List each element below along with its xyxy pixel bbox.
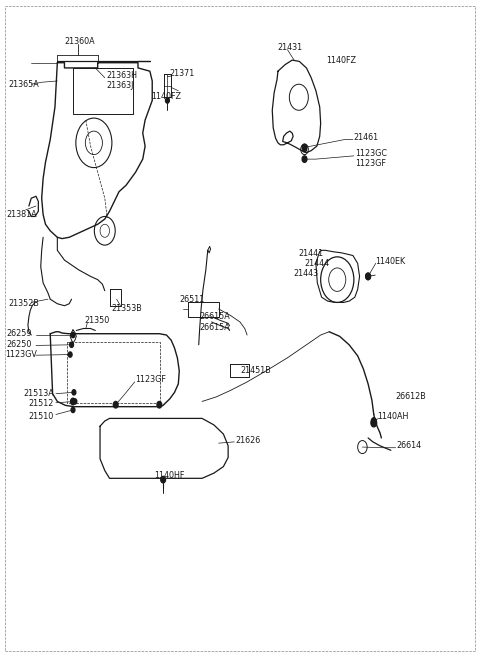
Circle shape xyxy=(68,352,72,357)
Text: 21444: 21444 xyxy=(304,259,329,268)
Text: 26250: 26250 xyxy=(7,340,32,349)
Text: 26511: 26511 xyxy=(179,295,204,304)
Circle shape xyxy=(157,401,162,408)
Text: 21461: 21461 xyxy=(353,133,378,142)
Circle shape xyxy=(366,273,371,280)
Text: 1140FZ: 1140FZ xyxy=(326,56,356,64)
Text: 21451B: 21451B xyxy=(240,366,271,374)
Circle shape xyxy=(366,273,371,280)
Circle shape xyxy=(72,390,76,395)
Text: 26615A: 26615A xyxy=(200,323,230,332)
Circle shape xyxy=(166,98,169,103)
Text: 21441: 21441 xyxy=(298,249,323,258)
Circle shape xyxy=(302,144,307,150)
Circle shape xyxy=(71,398,75,405)
Text: 21365A: 21365A xyxy=(9,79,39,89)
Text: 26615A: 26615A xyxy=(200,312,230,321)
Text: 21360A: 21360A xyxy=(64,37,95,47)
Circle shape xyxy=(70,342,73,348)
Text: 21443: 21443 xyxy=(293,269,318,279)
Text: 21626: 21626 xyxy=(235,436,261,445)
Text: 21371: 21371 xyxy=(170,68,195,78)
Text: 1140AH: 1140AH xyxy=(378,412,409,421)
Text: 21431: 21431 xyxy=(277,43,302,52)
Circle shape xyxy=(71,407,75,413)
Text: 1123GV: 1123GV xyxy=(5,350,37,359)
Circle shape xyxy=(302,156,307,162)
Text: 21350: 21350 xyxy=(84,316,109,325)
Text: 21513A: 21513A xyxy=(23,389,54,398)
Circle shape xyxy=(113,401,118,408)
Text: 21352B: 21352B xyxy=(9,299,39,308)
Circle shape xyxy=(371,419,377,427)
Text: 21381A: 21381A xyxy=(7,210,37,219)
Circle shape xyxy=(73,399,77,404)
Text: 21512: 21512 xyxy=(29,399,54,408)
Circle shape xyxy=(302,147,306,152)
Text: 1123GF: 1123GF xyxy=(135,374,166,384)
Text: 1140EK: 1140EK xyxy=(375,257,405,266)
Text: 21363H: 21363H xyxy=(106,71,137,80)
Text: 21363J: 21363J xyxy=(106,81,133,90)
Text: 1140HF: 1140HF xyxy=(155,470,185,480)
Text: 21353B: 21353B xyxy=(111,304,142,313)
Text: 26614: 26614 xyxy=(396,442,422,450)
Text: 1123GF: 1123GF xyxy=(355,158,386,168)
Text: 26612B: 26612B xyxy=(396,392,426,401)
Text: 1140FZ: 1140FZ xyxy=(151,92,181,101)
Circle shape xyxy=(71,332,75,338)
Text: 26259: 26259 xyxy=(7,329,32,338)
Circle shape xyxy=(372,418,376,424)
Circle shape xyxy=(161,476,166,483)
Text: 21510: 21510 xyxy=(29,412,54,421)
Text: 1123GC: 1123GC xyxy=(355,149,387,158)
